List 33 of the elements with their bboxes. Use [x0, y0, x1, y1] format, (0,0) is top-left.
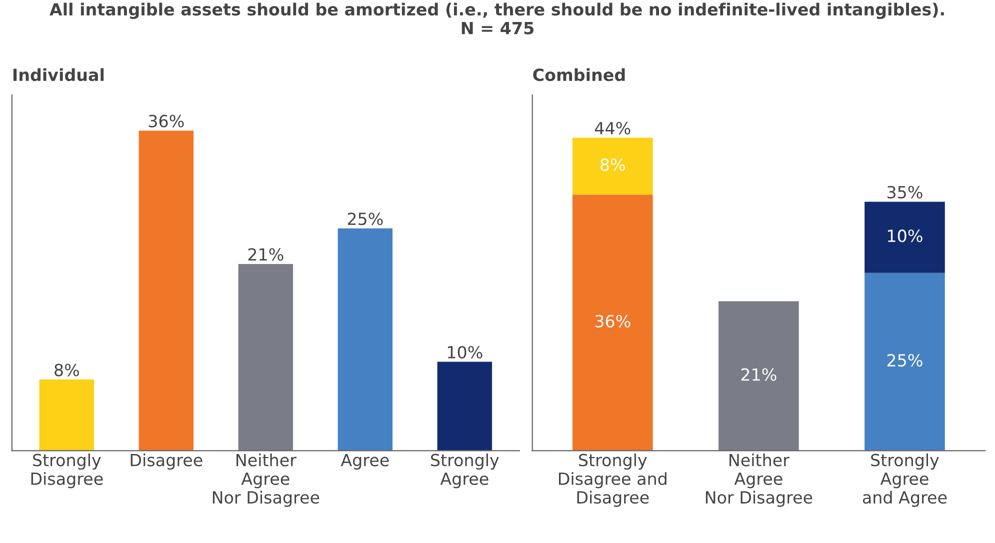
- bar: [437, 362, 492, 451]
- x-tick-label: Neither Agree Nor Disagree: [706, 453, 812, 507]
- chart-subtitle: Combined: [533, 68, 625, 82]
- bar: [572, 194, 653, 451]
- chart-title: All intangible assets should be amortized (i.e., there should be no indefinite-lived intangibles). N = 475: [50, 2, 944, 34]
- bar: [718, 301, 799, 451]
- bar: [238, 264, 294, 451]
- data-label: 25%: [348, 212, 383, 226]
- x-tick-label: Strongly Agree: [431, 453, 499, 488]
- x-tick-label: Disagree: [130, 453, 202, 470]
- data-label: 21%: [741, 368, 776, 381]
- total-label: 44%: [594, 122, 630, 134]
- bar: [572, 138, 653, 195]
- data-label: 36%: [148, 114, 184, 128]
- data-label: 8%: [54, 364, 79, 376]
- data-label: 36%: [595, 314, 630, 328]
- x-tick-label: Neither Agree Nor Disagree: [212, 453, 320, 507]
- data-label: 10%: [888, 230, 922, 242]
- chart-subtitle: Individual: [13, 68, 104, 82]
- bar: [39, 380, 94, 451]
- total-label: 35%: [887, 186, 922, 198]
- x-tick-label: Agree: [340, 454, 389, 470]
- bar: [864, 272, 945, 451]
- bar: [338, 228, 393, 451]
- data-label: 8%: [600, 158, 625, 171]
- data-label: 25%: [887, 354, 922, 367]
- data-label: 10%: [448, 346, 482, 359]
- data-label: 21%: [248, 248, 284, 261]
- bar: [864, 202, 945, 273]
- x-tick-label: Strongly Disagree: [31, 453, 103, 488]
- x-tick-label: Strongly Agree and Agree: [862, 453, 947, 507]
- x-tick-label: Strongly Disagree and Disagree: [558, 453, 666, 507]
- bar: [138, 130, 194, 451]
